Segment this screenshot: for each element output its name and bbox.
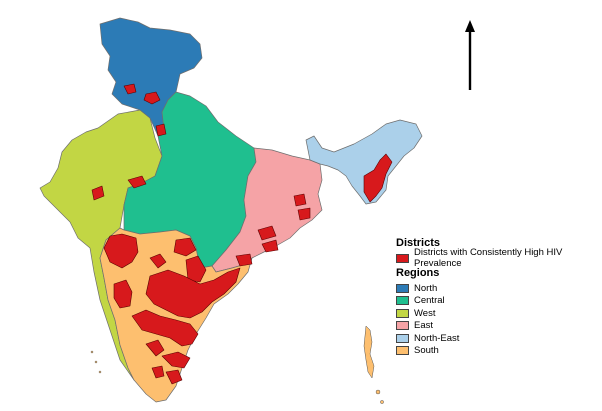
district-patch — [131, 309, 199, 347]
district-patch — [257, 225, 277, 241]
north-arrow-icon — [465, 20, 475, 90]
legend-item-label: Central — [414, 295, 445, 307]
legend-item-label: East — [414, 320, 434, 332]
high-hiv-districts — [91, 83, 393, 385]
legend-swatch — [396, 253, 409, 263]
legend-swatch — [396, 321, 409, 331]
legend-regions-group: Regions North Central West East North-Ea… — [396, 267, 600, 356]
district-patch — [293, 193, 307, 207]
legend-swatch — [396, 346, 409, 356]
district-patch — [151, 365, 165, 379]
legend-swatch — [396, 284, 409, 294]
legend-districts-group: Districts Districts with Consistently Hi… — [396, 237, 600, 269]
district-patch — [161, 351, 191, 369]
region-north-east — [305, 119, 423, 205]
district-patch — [235, 253, 253, 267]
legend-item-north-east: North-East — [396, 332, 600, 344]
legend-item-label: North-East — [414, 332, 460, 344]
district-patch — [185, 255, 207, 283]
legend-swatch — [396, 296, 409, 306]
district-patch — [149, 253, 167, 269]
legend-item-label: West — [414, 307, 436, 319]
district-patch — [123, 83, 137, 95]
map-legend: Districts Districts with Consistently Hi… — [396, 237, 600, 360]
district-patch — [143, 91, 161, 105]
district-patch — [363, 153, 393, 203]
district-patch — [165, 369, 183, 385]
district-patch — [145, 267, 241, 319]
district-patch — [173, 237, 197, 257]
legend-item-central: Central — [396, 295, 600, 307]
legend-item-label: North — [414, 283, 438, 295]
legend-item-south: South — [396, 344, 600, 356]
legend-item-east: East — [396, 320, 600, 332]
legend-swatch — [396, 333, 409, 343]
legend-item-north: North — [396, 282, 600, 294]
district-patch — [145, 339, 165, 357]
legend-swatch — [396, 308, 409, 318]
legend-item-label: Districts with Consistently High HIV Pre… — [414, 247, 563, 270]
district-patch — [91, 185, 105, 201]
district-patch — [261, 239, 279, 253]
legend-districts-title: Districts — [396, 237, 441, 249]
legend-item: Districts with Consistently High HIV Pre… — [396, 247, 600, 269]
lakshadweep-island — [90, 350, 94, 354]
district-patch — [155, 123, 167, 137]
legend-regions-title: Regions — [396, 267, 440, 280]
district-patch — [127, 175, 147, 189]
nicobar-island — [375, 389, 381, 395]
nicobar-island — [380, 400, 384, 404]
legend-item-label: South — [414, 345, 439, 357]
lakshadweep-island — [94, 360, 98, 364]
andaman-islands — [363, 325, 375, 379]
lakshadweep-island — [98, 370, 102, 374]
district-patch — [113, 279, 133, 309]
legend-item-west: West — [396, 307, 600, 319]
district-patch — [297, 207, 311, 221]
district-patch — [103, 233, 139, 269]
